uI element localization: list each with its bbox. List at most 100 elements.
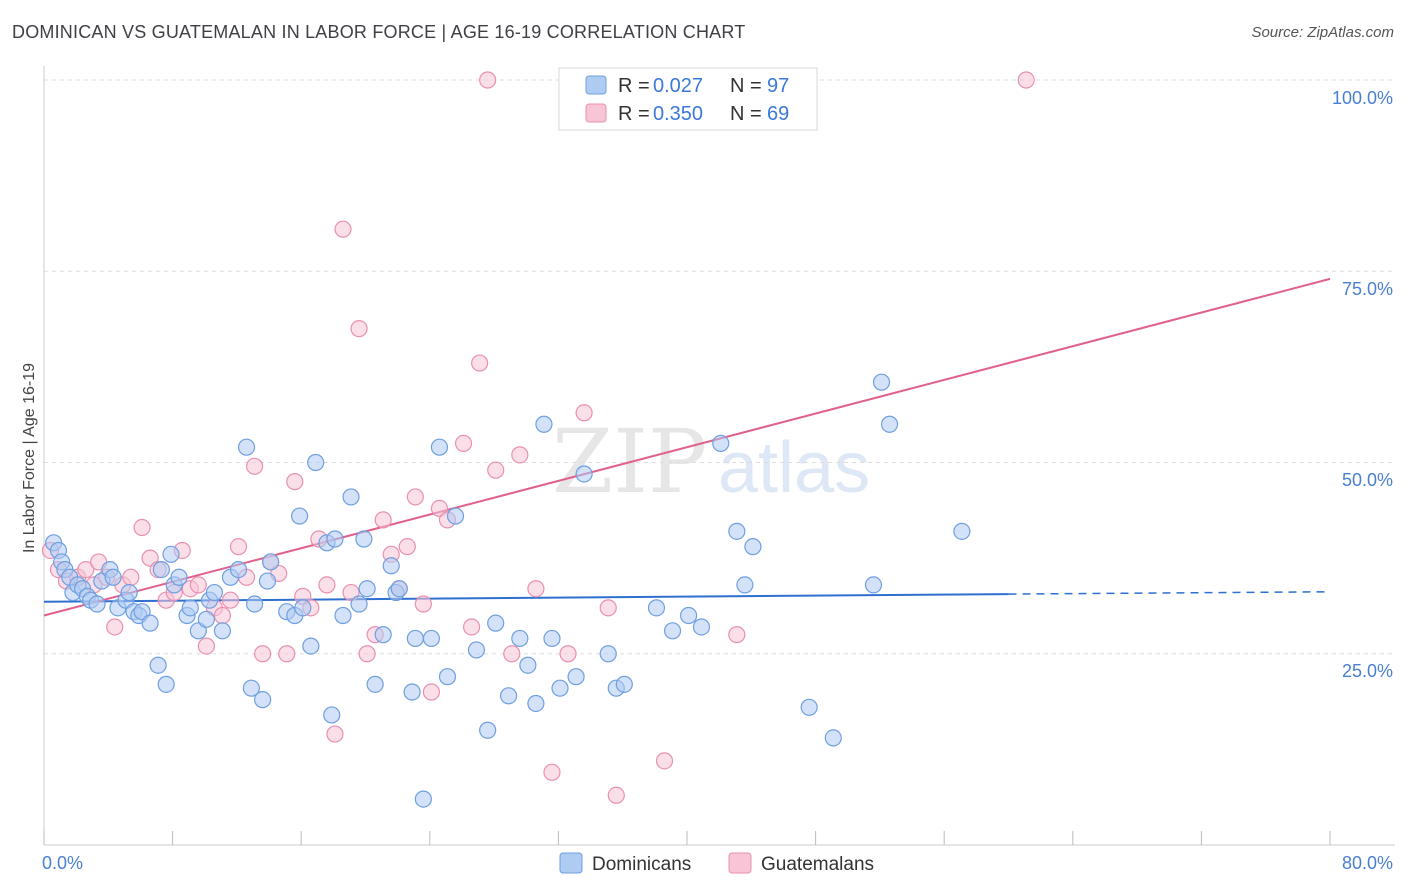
guatemalan-point-36 [334,220,352,238]
guatemalan-point-25 [245,457,264,475]
dominican-point-71 [499,687,518,705]
dominican-point-32 [205,583,223,602]
dominican-point-55 [358,580,376,598]
dominican-point-60 [390,580,408,598]
dominican-point-89 [736,576,754,594]
dominican-point-47 [307,453,325,472]
guatemalan-point-61 [599,599,617,617]
guatemalan-point-59 [559,645,577,663]
legend-r-value-2: 0.350 [653,103,703,125]
bottom-legend-swatch-guatemalans [728,852,752,874]
dominican-point-24 [162,545,180,563]
y-tick-label-25: 25.0% [1342,661,1393,681]
dominican-point-22 [152,560,170,579]
guatemalan-point-38 [350,320,368,338]
dominican-point-45 [294,599,312,617]
dominican-point-68 [467,641,486,659]
dominican-point-63 [414,790,432,808]
dominican-point-93 [864,576,883,594]
trend-line-guatemalans [43,277,1331,617]
x-tick-label-min: 0.0% [42,853,83,873]
guatemalan-point-50 [454,434,473,452]
dominican-point-28 [181,599,199,617]
y-tick-label-50: 50.0% [1342,470,1393,490]
guatemalan-point-47 [422,683,441,701]
dominican-point-66 [438,668,457,686]
guatemalan-point-52 [471,354,489,372]
dominican-point-23 [157,675,175,693]
dominican-point-73 [519,656,537,674]
dominican-point-56 [366,675,384,693]
dominican-point-61 [403,683,421,701]
guatemalan-point-54 [487,461,505,479]
legend-r-value-1: 0.027 [653,75,703,97]
guatemalan-point-51 [462,618,481,636]
dominican-point-65 [430,438,449,456]
dominican-point-39 [254,691,272,709]
dominican-point-50 [326,530,344,548]
guatemalan-point-41 [374,511,392,529]
bottom-legend-swatch-dominicans [559,852,583,874]
guatemalan-point-23 [229,538,248,556]
dominican-point-51 [334,606,352,625]
legend-swatch-guatemalans [585,103,607,123]
dominican-point-58 [382,557,400,575]
guatemalan-point-57 [527,580,545,598]
dominican-point-91 [800,698,818,716]
dominican-point-20 [141,614,159,632]
dominican-point-26 [170,568,188,586]
dominican-point-46 [302,637,320,655]
legend-r-label-2: R = [618,103,650,125]
dominican-point-10 [88,595,106,613]
guatemalan-point-56 [511,446,529,464]
dominican-point-44 [290,507,309,525]
dominican-point-79 [575,465,593,483]
dominican-point-72 [511,629,529,648]
y-axis-label: In Labor Force | Age 16-19 [21,363,38,553]
dominican-point-83 [647,599,666,617]
dominican-point-84 [663,622,682,640]
dominican-point-90 [744,538,762,556]
legend-swatch-dominicans [585,75,607,95]
dominican-point-88 [728,522,746,540]
guatemalan-point-65 [728,626,746,644]
dominican-point-54 [355,530,373,548]
bottom-legend-guatemalans: Guatemalans [761,854,874,875]
legend-n-label-1: N = [730,75,762,97]
dominican-point-80 [599,645,617,663]
dominican-point-76 [543,629,561,648]
dominican-point-52 [342,488,360,506]
legend-r-label-1: R = [618,75,650,97]
dominican-point-30 [197,610,215,628]
trend-line-dominicans-extension [1008,591,1331,595]
guatemalan-point-64 [655,752,674,770]
guatemalan-point-29 [278,645,296,663]
legend-n-value-2: 69 [767,103,789,125]
y-tick-label-100: 100.0% [1332,88,1393,108]
guatemalan-point-58 [543,763,561,781]
dominican-point-70 [487,614,505,632]
source-label: Source: ZipAtlas.com [1251,24,1394,41]
axes [43,66,1395,846]
bottom-legend-dominicans: Dominicans [592,854,691,875]
dominican-point-95 [880,415,899,433]
scatter-points [41,71,1035,808]
dominican-point-74 [527,694,545,713]
guatemalan-point-18 [189,576,207,594]
guatemalan-point-39 [358,645,376,663]
dominican-point-67 [446,507,465,525]
dominican-point-64 [422,629,441,648]
dominican-point-87 [712,434,730,452]
guatemalan-point-30 [286,473,304,491]
guatemalan-point-19 [197,637,215,655]
dominican-point-77 [551,679,569,697]
dominican-point-36 [237,438,256,456]
dominican-point-49 [323,706,341,724]
guatemalan-point-62 [607,786,625,804]
dominican-point-21 [149,656,167,674]
dominican-point-33 [213,622,232,640]
dominican-point-35 [229,560,248,579]
guatemalan-point-53 [479,71,497,89]
dominican-point-94 [872,373,891,391]
dominican-point-13 [104,568,122,586]
